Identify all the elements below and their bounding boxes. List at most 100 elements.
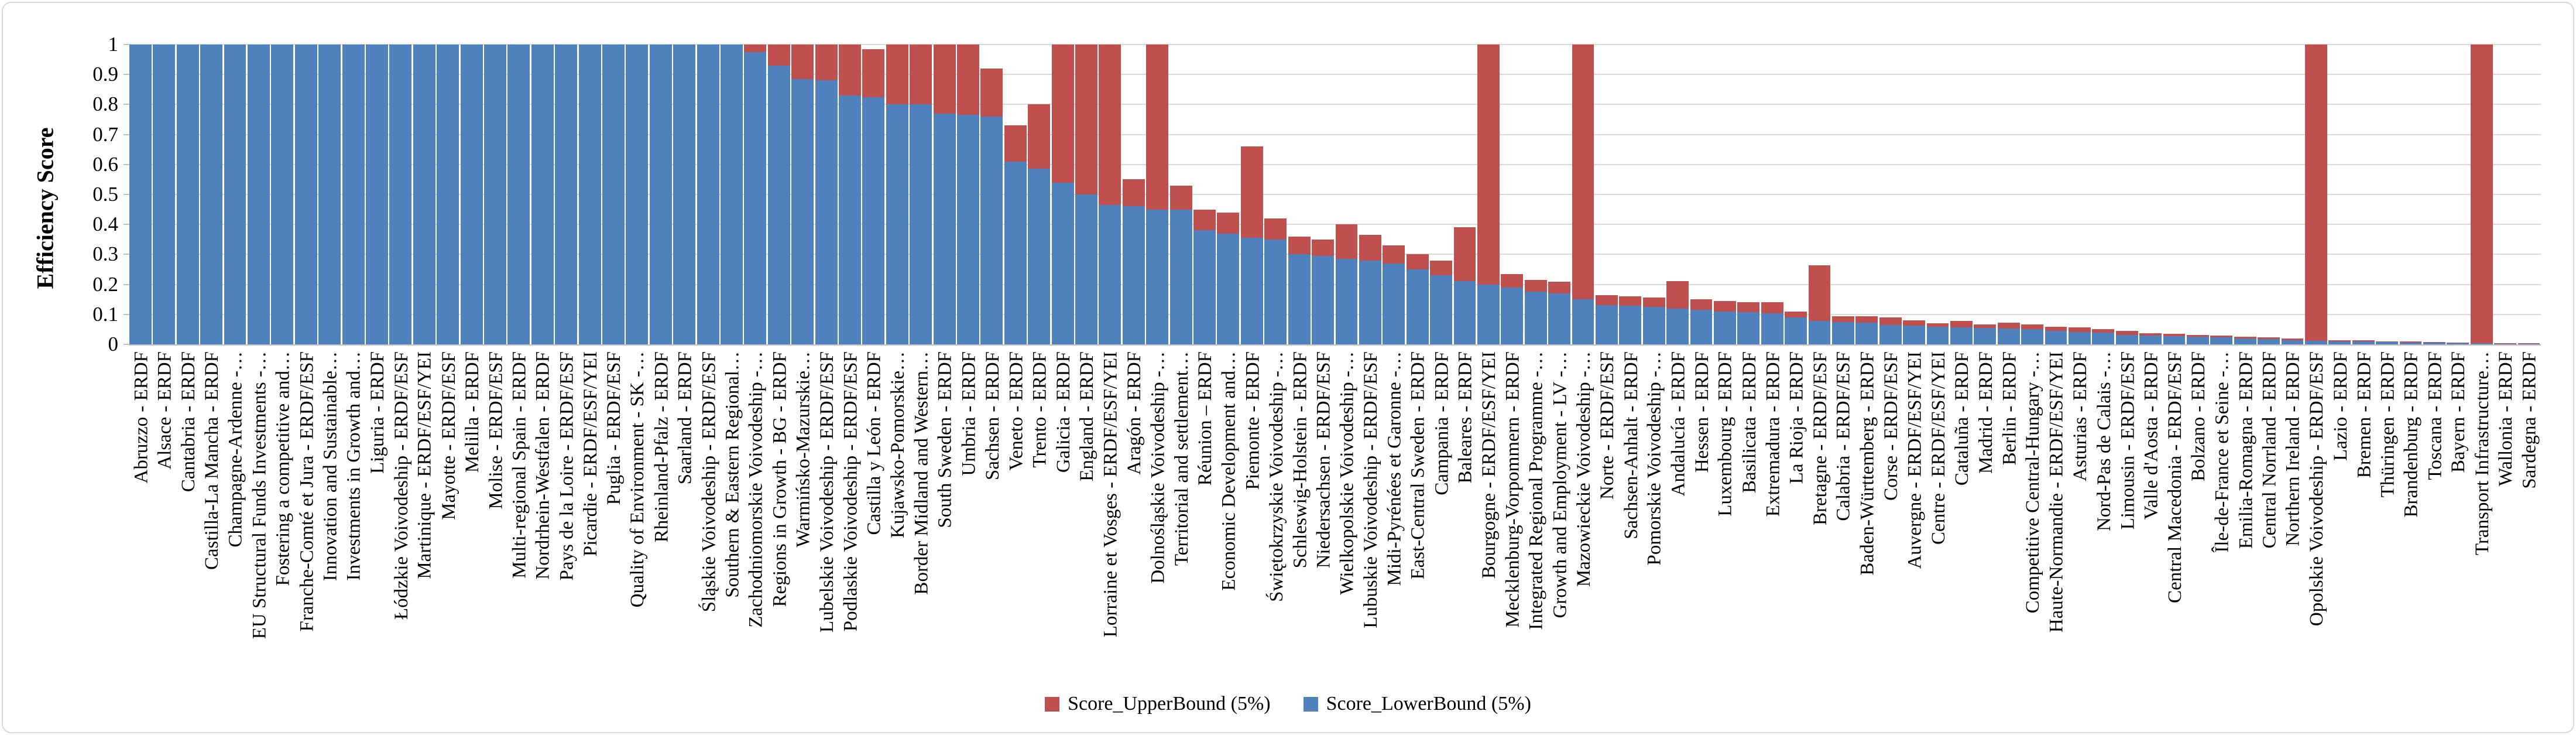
bar-33	[886, 45, 909, 344]
bar-segment-lowerbound	[1264, 239, 1287, 344]
y-tick-mark	[124, 134, 129, 135]
bar-segment-lowerbound	[1950, 327, 1973, 344]
bar-segment-lowerbound	[1974, 328, 1997, 344]
y-tick-mark	[124, 254, 129, 255]
x-category-label: East-Central Sweden - ERDF	[1407, 351, 1429, 580]
bar-segment-lowerbound	[1099, 204, 1121, 344]
bar-segment-upperbound	[1761, 302, 1783, 313]
bar-segment-lowerbound	[484, 45, 506, 344]
bar-segment-lowerbound	[366, 45, 388, 344]
bar-segment-upperbound	[1642, 297, 1665, 307]
x-category-label: Molise - ERDF/ESF	[485, 351, 507, 510]
bar-93	[2304, 45, 2328, 344]
legend-label: Score_LowerBound (5%)	[1326, 693, 1531, 715]
bar-52	[1335, 45, 1359, 344]
x-category-label: Brandenburg - ERDF	[2400, 351, 2422, 518]
x-category-label: Sardegna - ERDF	[2519, 351, 2540, 489]
x-category-label: Central Norrland - ERDF	[2259, 351, 2280, 549]
x-category-label: Territorial and settlement…	[1171, 351, 1192, 566]
x-category-label: Łódzkie Voivodeship - ERDF/ESF	[390, 351, 412, 620]
x-category-label: Champagne-Ardenne -…	[225, 351, 246, 548]
bar-segment-lowerbound	[2376, 342, 2399, 344]
x-category-label: Sachsen-Anhalt - ERDF	[1620, 351, 1642, 539]
bar-segment-lowerbound	[1359, 260, 1381, 344]
bar-segment-lowerbound	[1690, 310, 1713, 344]
bar-segment-upperbound	[1666, 281, 1689, 309]
bar-64	[1618, 45, 1642, 344]
bar-100	[2470, 45, 2493, 344]
bar-segment-upperbound	[2328, 340, 2351, 341]
y-tick-label: 0.1	[92, 302, 118, 326]
x-category-label: Île-de-France et Seine -…	[2211, 351, 2233, 553]
bar-segment-lowerbound	[318, 45, 341, 344]
y-tick-mark	[124, 74, 129, 76]
x-category-label: Galicia - ERDF	[1052, 351, 1074, 473]
bar-segment-lowerbound	[437, 45, 459, 344]
x-category-label: Corse - ERDF/ESF	[1880, 351, 1902, 501]
y-tick-mark	[124, 224, 129, 225]
bar-segment-upperbound	[1335, 224, 1358, 259]
x-category-label: Baleares - ERDF	[1455, 351, 1476, 484]
bar-segment-upperbound	[1430, 260, 1452, 276]
bar-28	[767, 45, 791, 344]
bar-segment-upperbound	[910, 45, 932, 105]
bar-44	[1145, 45, 1169, 344]
bar-4	[200, 45, 223, 344]
bar-97	[2399, 45, 2423, 344]
legend-label: Score_UpperBound (5%)	[1068, 693, 1271, 715]
bar-56	[1429, 45, 1453, 344]
x-axis-line	[129, 344, 2541, 346]
bar-segment-upperbound	[1383, 245, 1405, 264]
bar-segment-upperbound	[2517, 343, 2540, 344]
bar-22	[625, 45, 649, 344]
bar-49	[1264, 45, 1287, 344]
x-category-label: Campania - ERDF	[1431, 351, 1453, 495]
bar-segment-upperbound	[1240, 146, 1263, 238]
bar-segment-lowerbound	[2092, 332, 2115, 344]
bar-19	[554, 45, 578, 344]
bar-segment-upperbound	[886, 45, 908, 105]
bar-88	[2186, 45, 2210, 344]
bar-segment-upperbound	[2352, 340, 2375, 342]
bar-30	[815, 45, 838, 344]
bar-segment-lowerbound	[1146, 209, 1169, 344]
bar-segment-upperbound	[2021, 324, 2044, 330]
x-category-label: Fostering a competitive and…	[272, 351, 294, 586]
x-category-label: Puglia - ERDF/ESF	[603, 351, 625, 505]
bar-segment-upperbound	[2045, 327, 2067, 331]
bar-1	[129, 45, 152, 344]
x-category-label: Réunion – ERDF	[1195, 351, 1216, 486]
bar-segment-lowerbound	[1453, 281, 1476, 344]
bar-segment-upperbound	[1737, 302, 1760, 313]
bar-61	[1548, 45, 1571, 344]
x-category-label: Schleswig-Holstein - ERDF	[1289, 351, 1311, 569]
bar-segment-lowerbound	[1477, 284, 1500, 344]
bar-98	[2423, 45, 2446, 344]
x-category-label: Cataluña - ERDF	[1951, 351, 1973, 486]
x-category-label: Liguria - ERDF	[367, 351, 389, 474]
bar-segment-upperbound	[1004, 125, 1027, 162]
bar-segment-lowerbound	[1288, 254, 1311, 344]
bar-segment-lowerbound	[1713, 311, 1736, 344]
x-category-label: Valle d'Aosta - ERDF	[2141, 351, 2162, 520]
bar-segment-upperbound	[1831, 316, 1854, 323]
x-category-label: Competitive Central-Hungary -…	[2022, 351, 2044, 614]
bar-segment-lowerbound	[980, 116, 1003, 344]
x-category-label: Wielkopolskie Voivodeship -…	[1336, 351, 1358, 595]
bar-82	[2045, 45, 2068, 344]
bar-segment-lowerbound	[271, 45, 294, 344]
x-category-label: Melilla - ERDF	[461, 351, 483, 473]
bar-segment-upperbound	[1193, 209, 1216, 231]
bar-segment-lowerbound	[910, 104, 932, 344]
bar-3	[176, 45, 200, 344]
bar-86	[2139, 45, 2162, 344]
bar-46	[1193, 45, 1216, 344]
bar-segment-lowerbound	[1595, 305, 1618, 344]
bar-78	[1950, 45, 1973, 344]
bar-segment-upperbound	[2186, 334, 2209, 337]
bar-segment-upperbound	[1572, 45, 1594, 300]
y-tick-mark	[124, 44, 129, 45]
x-category-label: Luxembourg - ERDF	[1715, 351, 1737, 517]
bar-62	[1572, 45, 1595, 344]
y-tick-mark	[124, 283, 129, 285]
